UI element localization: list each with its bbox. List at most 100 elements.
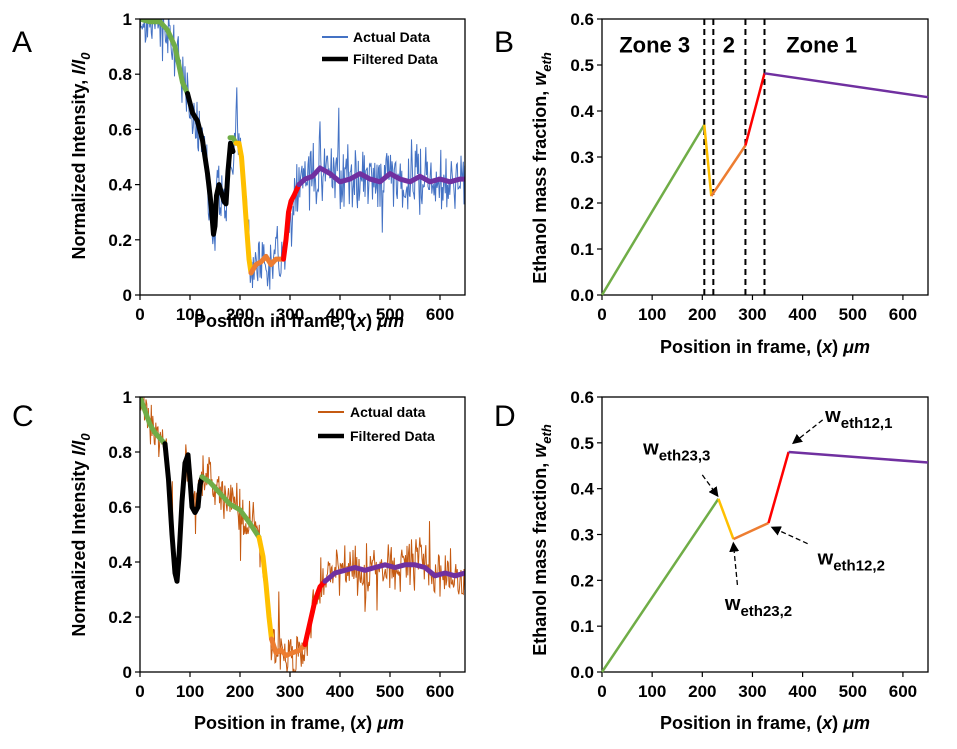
series-filtered-segment-c-0 (140, 397, 168, 447)
plot-area-a: 0 100 200 300 400 500 600 0 0.2 0.4 0.6 0.8 1 (108, 10, 466, 324)
series-filtered-segment-c-3 (256, 534, 274, 642)
x-tick-label-c: 200 (226, 682, 254, 701)
x-tick-label-d: 600 (889, 682, 917, 701)
series-filtered-segment-c-2 (199, 474, 262, 540)
annotation-label: weth23,3 (642, 437, 710, 464)
x-tick-label-a: 400 (326, 305, 354, 324)
y-tick-label-a: 0.8 (108, 65, 132, 84)
x-tick-label-c: 100 (176, 682, 204, 701)
y-tick-label-b: 0.6 (570, 10, 594, 29)
y-axis-label-a: Normalized Intensity, I/I0 (69, 52, 93, 260)
panel-letter-a: A (12, 26, 32, 59)
y-tick-label-a: 0.2 (108, 231, 132, 250)
legend-label-actual-a: Actual Data (353, 29, 430, 45)
x-tick-label-b: 600 (889, 305, 917, 324)
x-tick-label-c: 400 (326, 682, 354, 701)
series-segment-d-1 (717, 498, 735, 540)
panel-c: C 0 100 200 300 400 500 600 0 0.2 0.4 0.6 0.8 1 Posi… (12, 388, 466, 733)
series-filtered-segment-a-1 (185, 91, 236, 237)
series-filtered-segment-a-0 (140, 19, 190, 96)
y-tick-label-b: 0.5 (570, 56, 594, 75)
y-axis-label-b: Ethanol mass fraction, weth (530, 52, 554, 284)
y-axis-label-c: Normalized Intensity I/I0 (69, 433, 93, 637)
x-tick-label-b: 0 (597, 305, 606, 324)
panel-b: B 0 100 200 300 400 500 6000.00.10.20.30.40.50… (494, 10, 929, 357)
annotation-label: weth23,2 (724, 593, 792, 620)
panel-a: A 0 100 200 300 400 500 600 0 0.2 0.4 0.6 0.8 1 Posi… (12, 10, 466, 331)
panel-letter-c: C (12, 400, 34, 433)
y-tick-label-c: 0.4 (108, 553, 132, 572)
x-tick-label-d: 400 (788, 682, 816, 701)
x-tick-label-a: 200 (226, 305, 254, 324)
y-tick-label-d: 0.4 (570, 480, 594, 499)
series-segment-d-0 (600, 498, 720, 673)
x-tick-label-d: 500 (839, 682, 867, 701)
y-tick-label-c: 0.6 (108, 498, 132, 517)
x-tick-label-a: 500 (376, 305, 404, 324)
series-segment-d-4 (788, 450, 929, 464)
x-tick-label-c: 300 (276, 682, 304, 701)
zone-label: Zone 3 (619, 32, 690, 57)
x-axis-label-d: Position in frame, (x) μm (660, 713, 870, 733)
x-tick-label-c: 0 (135, 682, 144, 701)
panel-letter-d: D (494, 400, 516, 433)
x-tick-label-d: 0 (597, 682, 606, 701)
y-tick-label-b: 0.0 (570, 286, 594, 305)
legend-label-actual-c: Actual data (350, 404, 426, 420)
y-tick-label-b: 0.1 (570, 240, 594, 259)
x-tick-label-c: 600 (426, 682, 454, 701)
x-tick-label-d: 300 (738, 682, 766, 701)
x-tick-label-b: 200 (688, 305, 716, 324)
legend-c: Actual data Filtered Data (318, 404, 435, 444)
plot-frame-c (139, 396, 466, 673)
x-tick-label-a: 0 (135, 305, 144, 324)
series-filtered-segment-c-1 (162, 441, 205, 584)
x-axis-label-b: Position in frame, (x) μm (660, 337, 870, 357)
y-tick-label-b: 0.2 (570, 194, 594, 213)
legend-label-filtered-a: Filtered Data (353, 51, 438, 67)
panel-letter-b: B (494, 26, 514, 59)
panel-d: D 0 100 200 300 400 500 6000.00.10.20.30.40.50… (494, 388, 929, 733)
plot-frame-a (139, 18, 466, 296)
y-tick-label-b: 0.3 (570, 148, 594, 167)
x-tick-label-a: 600 (426, 305, 454, 324)
series-filtered-segment-a-6 (296, 165, 465, 188)
series-filtered-segment-c-6 (322, 562, 465, 584)
y-tick-label-d: 0.2 (570, 571, 594, 590)
y-tick-label-c: 0.8 (108, 443, 132, 462)
x-tick-label-c: 500 (376, 682, 404, 701)
x-tick-label-a: 300 (276, 305, 304, 324)
series-filtered-segment-a-3 (233, 140, 254, 276)
series-segment-b-1 (703, 124, 713, 197)
x-axis-label-c: Position in frame, (x) μm (194, 713, 404, 733)
plot-area-b: 0 100 200 300 400 500 600 0.0 0.1 0.2 0.3 0.4 0.5 0.6… (570, 10, 929, 324)
x-tick-label-d: 200 (688, 682, 716, 701)
x-tick-label-b: 500 (839, 305, 867, 324)
annotation-label: weth12,2 (817, 547, 885, 574)
plot-area-d: 0 100 200 300 400 500 600 0.0 0.1 0.2 0.3 0.4 0.5 0.6… (570, 388, 929, 701)
series-filtered-segment-c-4 (269, 636, 308, 658)
legend-a: Actual Data Filtered Data (322, 29, 438, 67)
annotation-arrow (770, 526, 808, 545)
series-filtered-segment-a-5 (281, 182, 302, 262)
annotation-arrow (792, 419, 824, 445)
series-segment-d-2 (732, 521, 770, 541)
y-tick-label-a: 0 (123, 286, 132, 305)
legend-label-filtered-c: Filtered Data (350, 428, 435, 444)
y-tick-label-b: 0.4 (570, 102, 594, 121)
annotation-arrow (701, 474, 719, 498)
y-tick-label-c: 0.2 (108, 608, 132, 627)
y-axis-label-d: Ethanol mass fraction, weth (530, 424, 554, 656)
x-tick-label-b: 400 (788, 305, 816, 324)
zone-label: Zone 1 (786, 32, 857, 57)
y-tick-label-d: 0.0 (570, 663, 594, 682)
series-segment-b-3 (744, 72, 766, 146)
y-tick-label-a: 0.6 (108, 120, 132, 139)
x-tick-label-b: 300 (738, 305, 766, 324)
y-tick-label-c: 0 (123, 663, 132, 682)
x-tick-label-d: 100 (638, 682, 666, 701)
y-tick-label-a: 1 (123, 10, 132, 29)
zone-label: 2 (723, 32, 735, 57)
annotation-arrow (729, 541, 740, 585)
y-tick-label-d: 0.6 (570, 388, 594, 407)
